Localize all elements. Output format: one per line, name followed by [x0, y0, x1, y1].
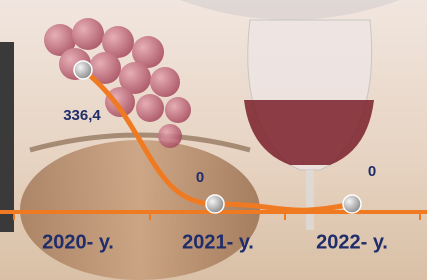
x-tick-label: 2022- у. [316, 231, 388, 253]
point [343, 195, 361, 213]
value-label: 336,4 [63, 107, 101, 124]
chart: 336,4 0 0 2020- у. 2021- у. 2022- у. [0, 0, 427, 280]
x-tick-label: 2020- у. [42, 231, 114, 253]
x-tick-label: 2021- у. [182, 231, 254, 253]
point [74, 61, 92, 79]
point [206, 195, 224, 213]
value-label: 0 [368, 163, 376, 180]
value-label: 0 [196, 169, 204, 186]
